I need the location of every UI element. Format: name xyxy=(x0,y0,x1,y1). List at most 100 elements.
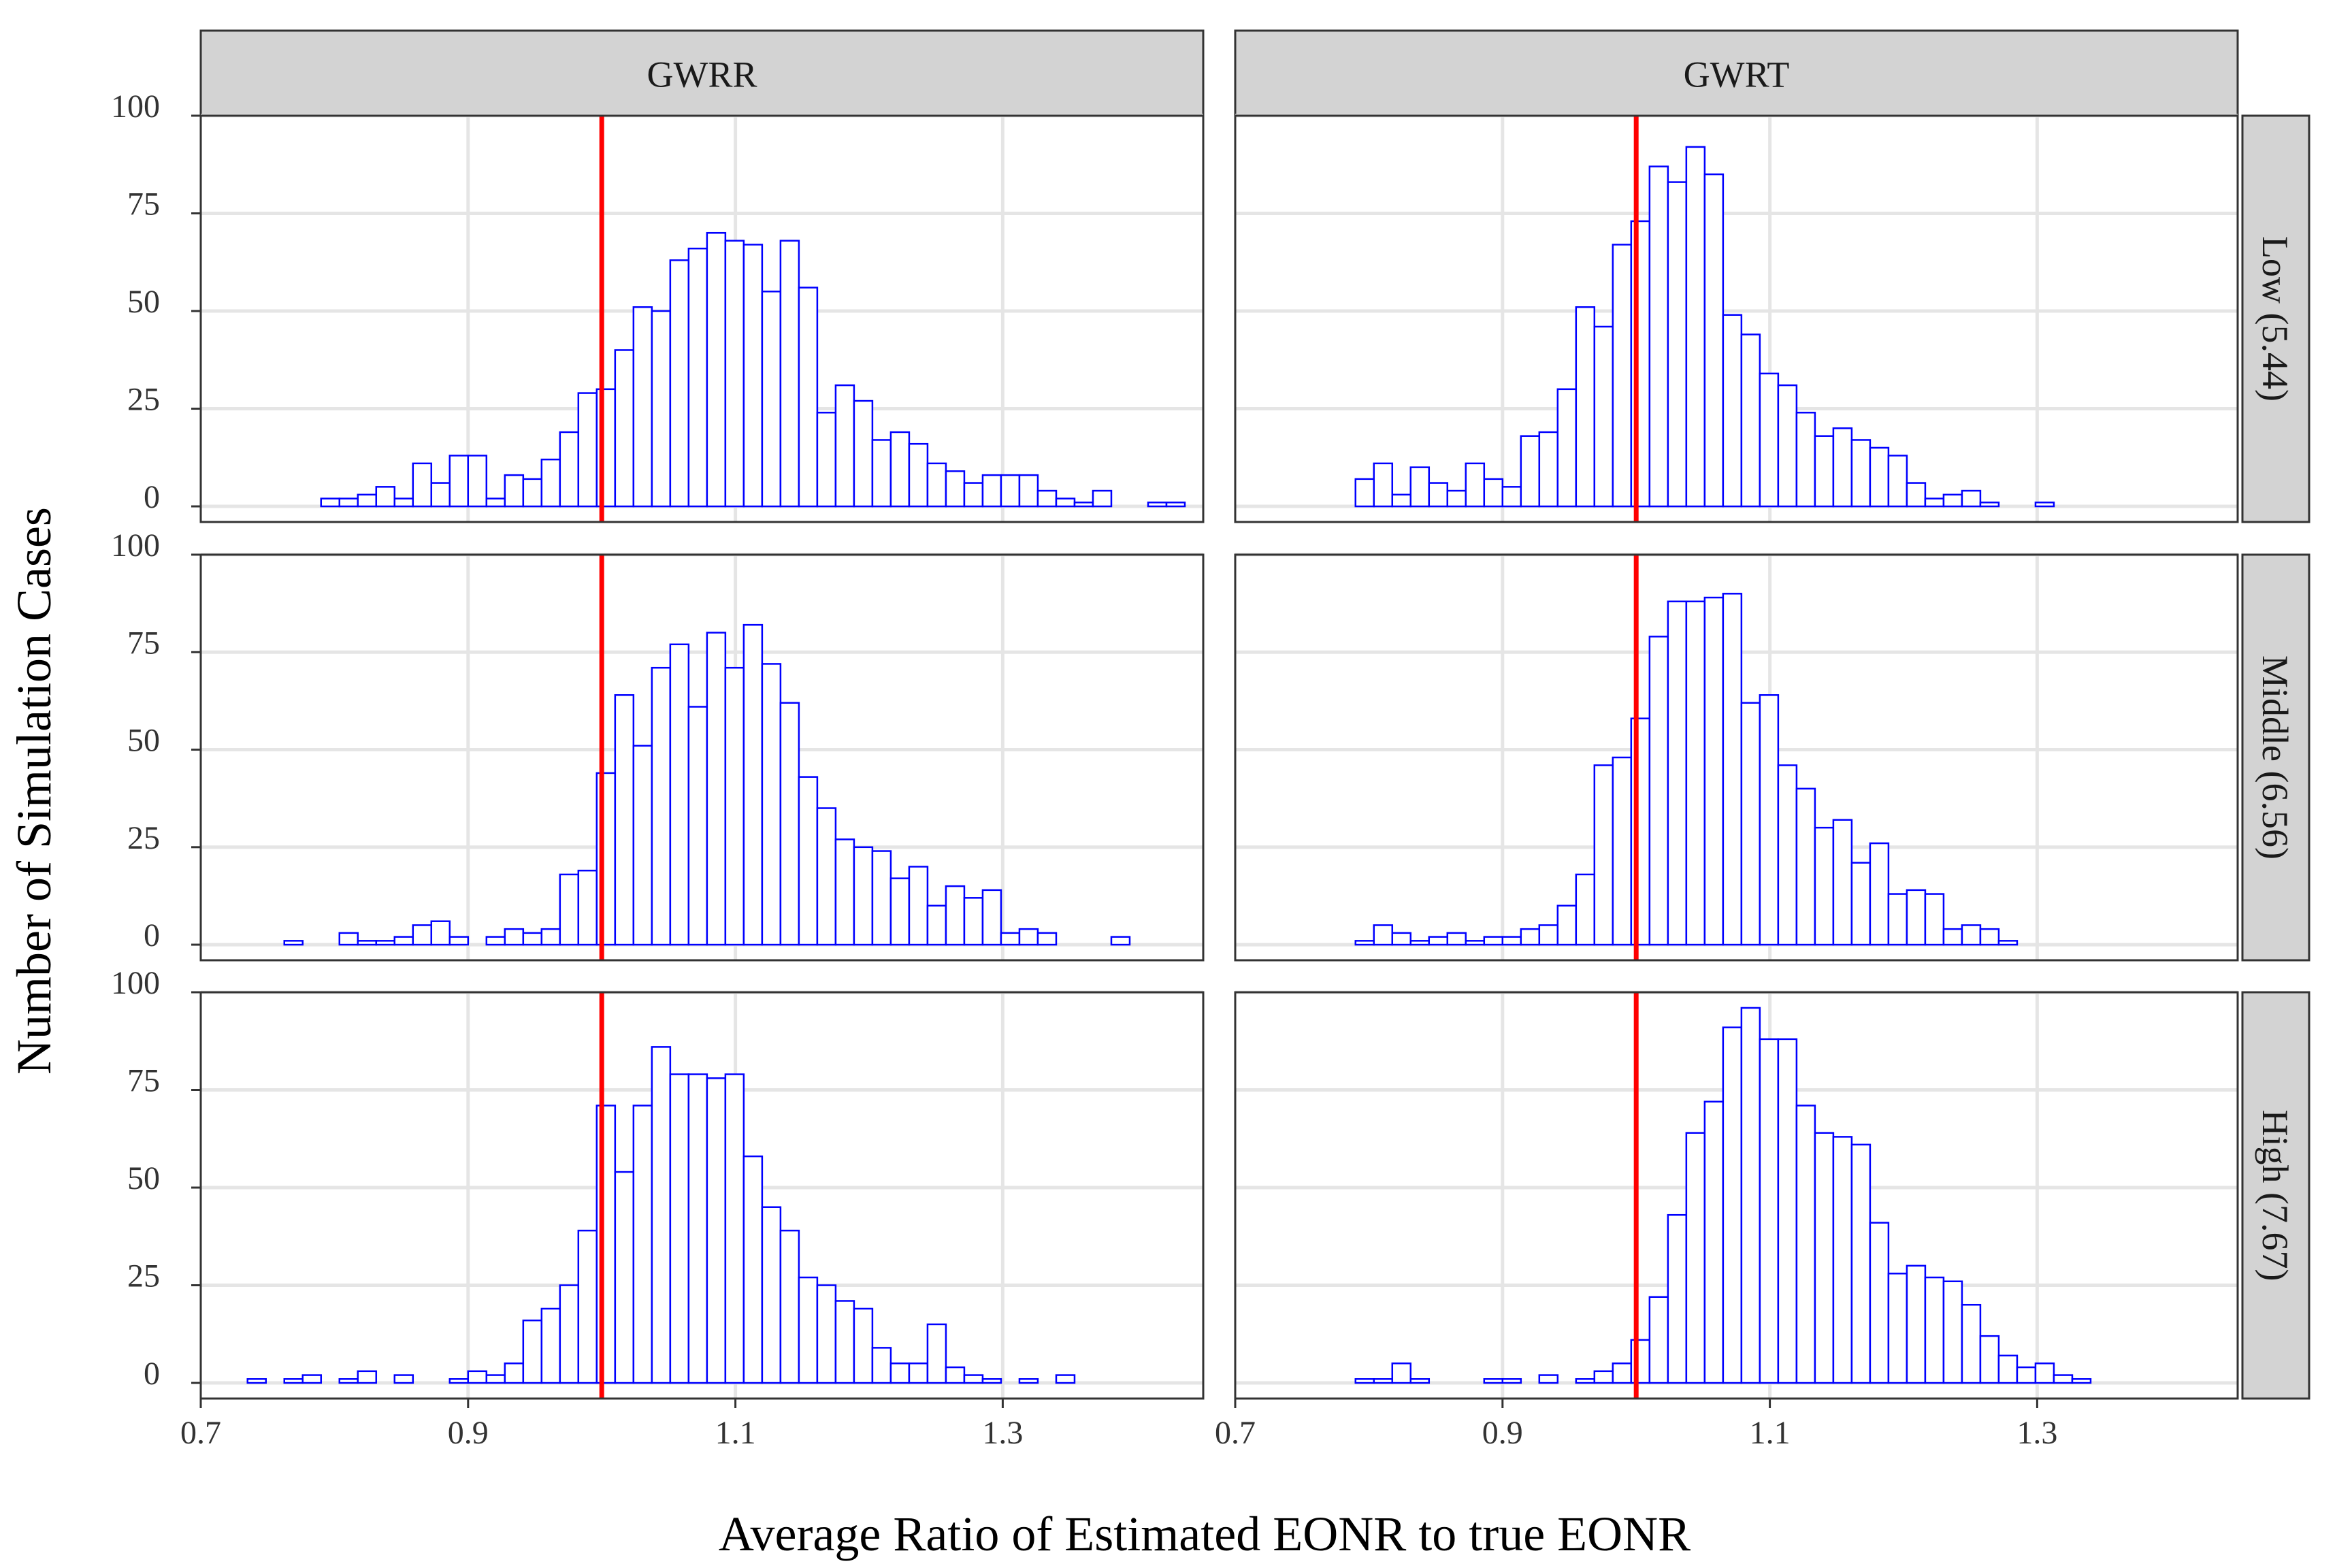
histogram-bar xyxy=(1942,1280,1963,1384)
histogram-bar xyxy=(1961,1303,1982,1384)
histogram-bar xyxy=(1391,932,1412,946)
histogram-bar xyxy=(1501,486,1522,508)
row-strip xyxy=(2241,114,2310,523)
x-tick-label: 1.3 xyxy=(2016,1415,2057,1451)
histogram-bar xyxy=(816,412,837,508)
histogram-bar xyxy=(393,936,414,946)
histogram-bar xyxy=(393,497,414,508)
histogram-bar xyxy=(504,474,525,508)
histogram-bar xyxy=(1110,936,1131,946)
histogram-bar xyxy=(375,940,396,946)
histogram-bar xyxy=(1906,482,1927,508)
histogram-bar xyxy=(724,666,745,946)
histogram-bar xyxy=(1409,940,1431,946)
y-tick-label: 0 xyxy=(144,479,160,515)
histogram-bar xyxy=(706,231,727,508)
panel-border xyxy=(1234,553,2239,962)
histogram-bar xyxy=(357,940,378,946)
histogram-bar xyxy=(1373,1378,1394,1384)
histogram-bar xyxy=(871,1347,892,1384)
histogram-bar xyxy=(1391,1362,1412,1384)
histogram-bar xyxy=(1575,306,1596,508)
histogram-bar xyxy=(1483,478,1504,508)
histogram-bar xyxy=(246,1378,267,1384)
panel-gwrt-row-3: 0.7 0.9 1.1 1.3 xyxy=(1215,990,2239,1451)
histogram-bar xyxy=(1814,435,1835,508)
histogram-bar xyxy=(1354,1378,1375,1384)
histogram-bar xyxy=(1483,936,1504,946)
histogram-bar xyxy=(1942,493,1963,508)
histogram-bar xyxy=(522,932,543,946)
y-tick-label: 50 xyxy=(127,723,160,759)
histogram-bar xyxy=(2053,1374,2074,1384)
histogram-bar xyxy=(926,904,947,946)
y-tick-label: 25 xyxy=(127,1258,160,1294)
y-tick-label: 100 xyxy=(111,965,160,1001)
histogram-bar xyxy=(559,1284,580,1384)
histogram-bar xyxy=(871,439,892,508)
histogram-bar xyxy=(853,846,874,946)
histogram-bar xyxy=(1428,482,1449,508)
histogram-bar xyxy=(1979,502,2000,508)
y-tick-label: 50 xyxy=(127,284,160,320)
y-tick-label: 0 xyxy=(144,1356,160,1392)
histogram-bar xyxy=(1556,904,1578,946)
histogram-bar xyxy=(338,497,359,508)
histogram-bar xyxy=(1354,940,1375,946)
histogram-bar xyxy=(1777,384,1798,508)
histogram-bar xyxy=(1924,1276,1945,1384)
y-tick-label: 75 xyxy=(127,625,160,661)
histogram-bar xyxy=(1942,928,1963,946)
histogram-bar xyxy=(1409,466,1431,508)
histogram-bar xyxy=(1556,388,1578,508)
histogram-bar xyxy=(614,694,635,946)
histogram-bar xyxy=(467,1370,488,1384)
histogram-bar xyxy=(1465,940,1486,946)
histogram-bar xyxy=(430,920,451,946)
histogram-bar xyxy=(1906,889,1927,946)
histogram-bar xyxy=(761,663,782,946)
histogram-bar xyxy=(779,240,800,508)
histogram-bar xyxy=(430,482,451,508)
histogram-bar xyxy=(1165,502,1186,508)
histogram-bar xyxy=(1997,940,2019,946)
histogram-bar xyxy=(1520,928,1541,946)
histogram-bar xyxy=(1391,493,1412,508)
histogram-bar xyxy=(1850,1143,1872,1384)
row-strip-label: Low (5.44) xyxy=(2255,236,2296,402)
histogram-bar xyxy=(632,745,653,946)
histogram-bar xyxy=(1703,596,1725,946)
panel-border xyxy=(199,114,1205,523)
histogram-bar xyxy=(1446,932,1467,946)
histogram-bar xyxy=(853,399,874,508)
histogram-bar xyxy=(1648,636,1669,946)
histogram-bar xyxy=(1740,1007,1761,1384)
histogram-bar xyxy=(338,1378,359,1384)
histogram-bar xyxy=(908,866,929,946)
histogram-bar xyxy=(375,486,396,508)
histogram-bar xyxy=(1832,819,1853,946)
histogram-bar xyxy=(412,924,433,946)
histogram-bar xyxy=(908,442,929,508)
histogram-bar xyxy=(963,897,984,946)
histogram-bar xyxy=(412,462,433,508)
histogram-bar xyxy=(1373,462,1394,508)
y-tick-label: 100 xyxy=(111,88,160,125)
histogram-bar xyxy=(1832,1136,1853,1384)
row-strip xyxy=(2241,991,2310,1400)
histogram-bar xyxy=(1575,1378,1596,1384)
histogram-bar xyxy=(1906,1264,1927,1384)
panel-border xyxy=(1234,991,2239,1400)
histogram-bar xyxy=(761,291,782,508)
histogram-bar xyxy=(448,455,470,508)
histogram-bar xyxy=(2071,1378,2092,1384)
histogram-bar xyxy=(926,1323,947,1384)
histogram-bar xyxy=(908,1362,929,1384)
histogram-bar xyxy=(1924,497,1945,508)
histogram-bar xyxy=(283,1378,304,1384)
y-tick-label: 25 xyxy=(127,820,160,856)
histogram-bar xyxy=(1036,932,1058,946)
histogram-bar xyxy=(945,470,966,508)
histogram-bar xyxy=(1759,372,1780,508)
histogram-bar xyxy=(448,936,470,946)
